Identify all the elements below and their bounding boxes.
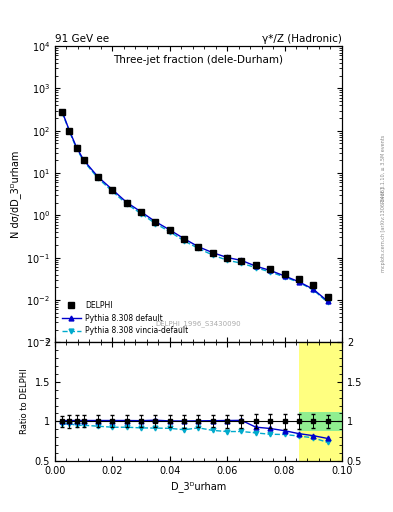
Y-axis label: Ratio to DELPHI: Ratio to DELPHI: [20, 369, 29, 434]
X-axis label: D_3ᴰurham: D_3ᴰurham: [171, 481, 226, 492]
Text: Three-jet fraction (dele-Durham): Three-jet fraction (dele-Durham): [114, 55, 283, 65]
Text: mcplots.cern.ch [arXiv:1306.3436]: mcplots.cern.ch [arXiv:1306.3436]: [381, 187, 386, 272]
Text: Rivet 3.1.10, ≥ 3.5M events: Rivet 3.1.10, ≥ 3.5M events: [381, 135, 386, 203]
Y-axis label: N dσ/dD_3ᴰurham: N dσ/dD_3ᴰurham: [10, 151, 20, 238]
Text: γ*/Z (Hadronic): γ*/Z (Hadronic): [262, 33, 342, 44]
Text: DELPHI_1996_S3430090: DELPHI_1996_S3430090: [156, 321, 241, 328]
Legend: DELPHI, Pythia 8.308 default, Pythia 8.308 vincia-default: DELPHI, Pythia 8.308 default, Pythia 8.3…: [59, 298, 191, 338]
Text: 91 GeV ee: 91 GeV ee: [55, 33, 109, 44]
